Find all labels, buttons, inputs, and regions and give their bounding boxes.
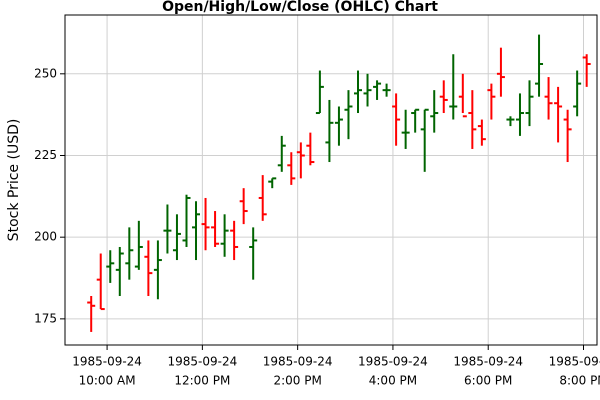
plot-frame (64, 14, 598, 346)
y-tick-label: 175 (34, 311, 57, 325)
x-tick-date: 1985-09-24 (358, 355, 428, 369)
y-tick-label: 250 (34, 66, 57, 80)
x-tick-date: 1985-09-24 (167, 355, 237, 369)
x-tick-date: 1985-09-24 (549, 355, 600, 369)
y-tick-label: 200 (34, 230, 57, 244)
x-tick-label: 4:00 PM (369, 374, 417, 388)
y-axis-label: Stock Price (USD) (6, 119, 22, 242)
x-tick-label: 10:00 AM (79, 374, 136, 388)
x-tick-label: 6:00 PM (464, 374, 512, 388)
y-tick-label: 225 (34, 148, 57, 162)
x-tick-date: 1985-09-24 (453, 355, 523, 369)
x-tick-label: 12:00 PM (174, 374, 230, 388)
chart-title: Open/High/Low/Close (OHLC) Chart (162, 0, 438, 15)
x-tick-label: 2:00 PM (273, 374, 321, 388)
x-tick-date: 1985-09-24 (72, 355, 142, 369)
x-tick-label: 8:00 PM (559, 374, 600, 388)
x-tick-date: 1985-09-24 (263, 355, 333, 369)
